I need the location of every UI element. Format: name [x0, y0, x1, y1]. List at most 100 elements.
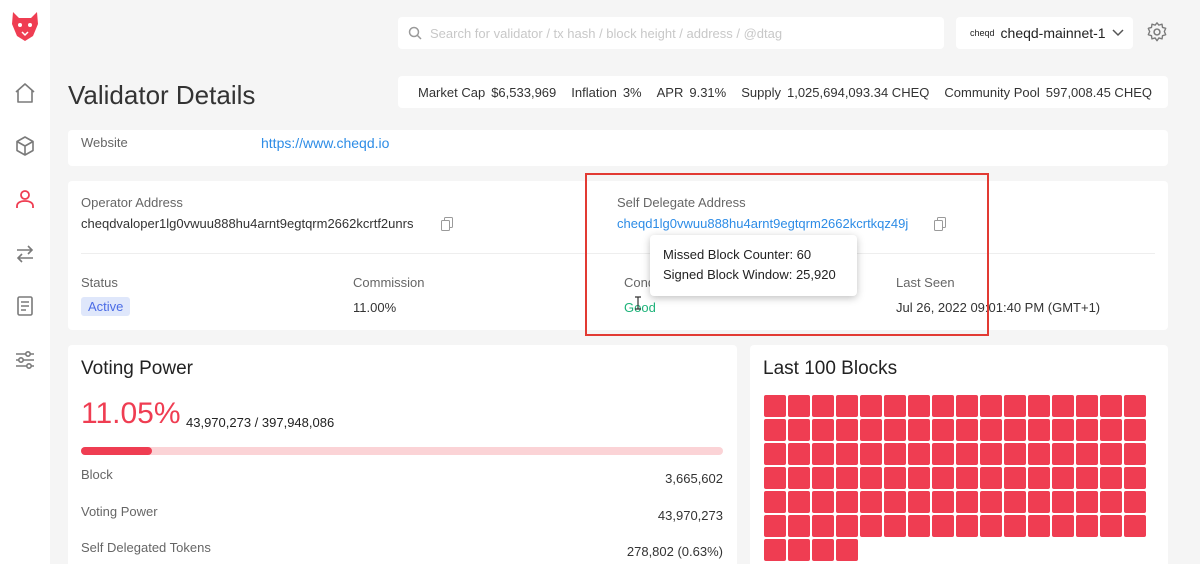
block-cell[interactable] — [860, 443, 882, 465]
block-cell[interactable] — [1004, 443, 1026, 465]
block-cell[interactable] — [1076, 515, 1098, 537]
block-cell[interactable] — [1028, 395, 1050, 417]
home-icon[interactable] — [13, 81, 37, 105]
block-cell[interactable] — [1100, 515, 1122, 537]
block-cell[interactable] — [860, 467, 882, 489]
block-cell[interactable] — [980, 515, 1002, 537]
block-cell[interactable] — [908, 515, 930, 537]
block-cell[interactable] — [788, 419, 810, 441]
website-link[interactable]: https://www.cheqd.io — [261, 135, 390, 151]
block-cell[interactable] — [836, 395, 858, 417]
block-cell[interactable] — [788, 539, 810, 561]
blocks-icon[interactable] — [13, 134, 37, 158]
block-cell[interactable] — [836, 467, 858, 489]
block-cell[interactable] — [1100, 467, 1122, 489]
block-cell[interactable] — [1076, 491, 1098, 513]
block-cell[interactable] — [1004, 395, 1026, 417]
block-cell[interactable] — [908, 491, 930, 513]
block-cell[interactable] — [860, 491, 882, 513]
block-cell[interactable] — [884, 419, 906, 441]
block-cell[interactable] — [836, 443, 858, 465]
block-cell[interactable] — [764, 443, 786, 465]
block-cell[interactable] — [1100, 395, 1122, 417]
block-cell[interactable] — [956, 491, 978, 513]
block-cell[interactable] — [908, 443, 930, 465]
block-cell[interactable] — [764, 515, 786, 537]
block-cell[interactable] — [932, 419, 954, 441]
block-cell[interactable] — [812, 491, 834, 513]
block-cell[interactable] — [1076, 467, 1098, 489]
block-cell[interactable] — [908, 419, 930, 441]
block-cell[interactable] — [1076, 395, 1098, 417]
block-cell[interactable] — [908, 467, 930, 489]
block-cell[interactable] — [1124, 443, 1146, 465]
block-cell[interactable] — [1028, 467, 1050, 489]
block-cell[interactable] — [884, 515, 906, 537]
block-cell[interactable] — [812, 539, 834, 561]
search-input[interactable] — [430, 25, 930, 41]
validators-icon[interactable] — [13, 187, 37, 211]
block-cell[interactable] — [1052, 419, 1074, 441]
block-cell[interactable] — [932, 467, 954, 489]
params-icon[interactable] — [13, 348, 37, 372]
self-delegate-address-link[interactable]: cheqd1lg0vwuu888hu4arnt9egtqrm2662kcrtkq… — [617, 216, 909, 231]
block-cell[interactable] — [956, 443, 978, 465]
logo-icon[interactable] — [10, 10, 40, 42]
block-cell[interactable] — [1004, 515, 1026, 537]
block-cell[interactable] — [836, 539, 858, 561]
block-cell[interactable] — [1100, 419, 1122, 441]
block-cell[interactable] — [812, 419, 834, 441]
block-cell[interactable] — [812, 443, 834, 465]
block-cell[interactable] — [980, 491, 1002, 513]
block-cell[interactable] — [1004, 419, 1026, 441]
block-cell[interactable] — [980, 419, 1002, 441]
search-bar[interactable] — [398, 17, 944, 49]
block-cell[interactable] — [1028, 419, 1050, 441]
block-cell[interactable] — [956, 467, 978, 489]
block-cell[interactable] — [932, 443, 954, 465]
block-value-link[interactable]: 3,665,602 — [665, 471, 723, 486]
block-cell[interactable] — [788, 467, 810, 489]
block-cell[interactable] — [812, 467, 834, 489]
block-cell[interactable] — [860, 515, 882, 537]
block-cell[interactable] — [932, 491, 954, 513]
copy-icon[interactable] — [441, 217, 453, 231]
block-cell[interactable] — [788, 491, 810, 513]
block-cell[interactable] — [1124, 419, 1146, 441]
block-cell[interactable] — [908, 395, 930, 417]
block-cell[interactable] — [1124, 491, 1146, 513]
block-cell[interactable] — [932, 395, 954, 417]
block-cell[interactable] — [932, 515, 954, 537]
block-cell[interactable] — [836, 419, 858, 441]
copy-icon[interactable] — [934, 217, 946, 231]
block-cell[interactable] — [1124, 467, 1146, 489]
block-cell[interactable] — [860, 395, 882, 417]
block-cell[interactable] — [884, 443, 906, 465]
block-cell[interactable] — [788, 443, 810, 465]
block-cell[interactable] — [764, 395, 786, 417]
block-cell[interactable] — [1028, 443, 1050, 465]
block-cell[interactable] — [764, 491, 786, 513]
block-cell[interactable] — [1076, 419, 1098, 441]
block-cell[interactable] — [884, 491, 906, 513]
block-cell[interactable] — [1028, 491, 1050, 513]
block-cell[interactable] — [764, 467, 786, 489]
block-cell[interactable] — [1124, 395, 1146, 417]
block-cell[interactable] — [980, 395, 1002, 417]
block-cell[interactable] — [812, 395, 834, 417]
condition-value[interactable]: Good — [624, 300, 656, 315]
block-cell[interactable] — [788, 395, 810, 417]
block-cell[interactable] — [980, 467, 1002, 489]
block-cell[interactable] — [764, 419, 786, 441]
block-cell[interactable] — [956, 395, 978, 417]
block-cell[interactable] — [1076, 443, 1098, 465]
gear-icon[interactable] — [1146, 21, 1168, 43]
block-cell[interactable] — [1100, 491, 1122, 513]
network-selector[interactable]: cheqd cheqd-mainnet-1 — [956, 17, 1133, 49]
block-cell[interactable] — [1100, 443, 1122, 465]
block-cell[interactable] — [980, 443, 1002, 465]
block-cell[interactable] — [956, 515, 978, 537]
block-cell[interactable] — [1004, 467, 1026, 489]
block-cell[interactable] — [956, 419, 978, 441]
block-cell[interactable] — [836, 491, 858, 513]
